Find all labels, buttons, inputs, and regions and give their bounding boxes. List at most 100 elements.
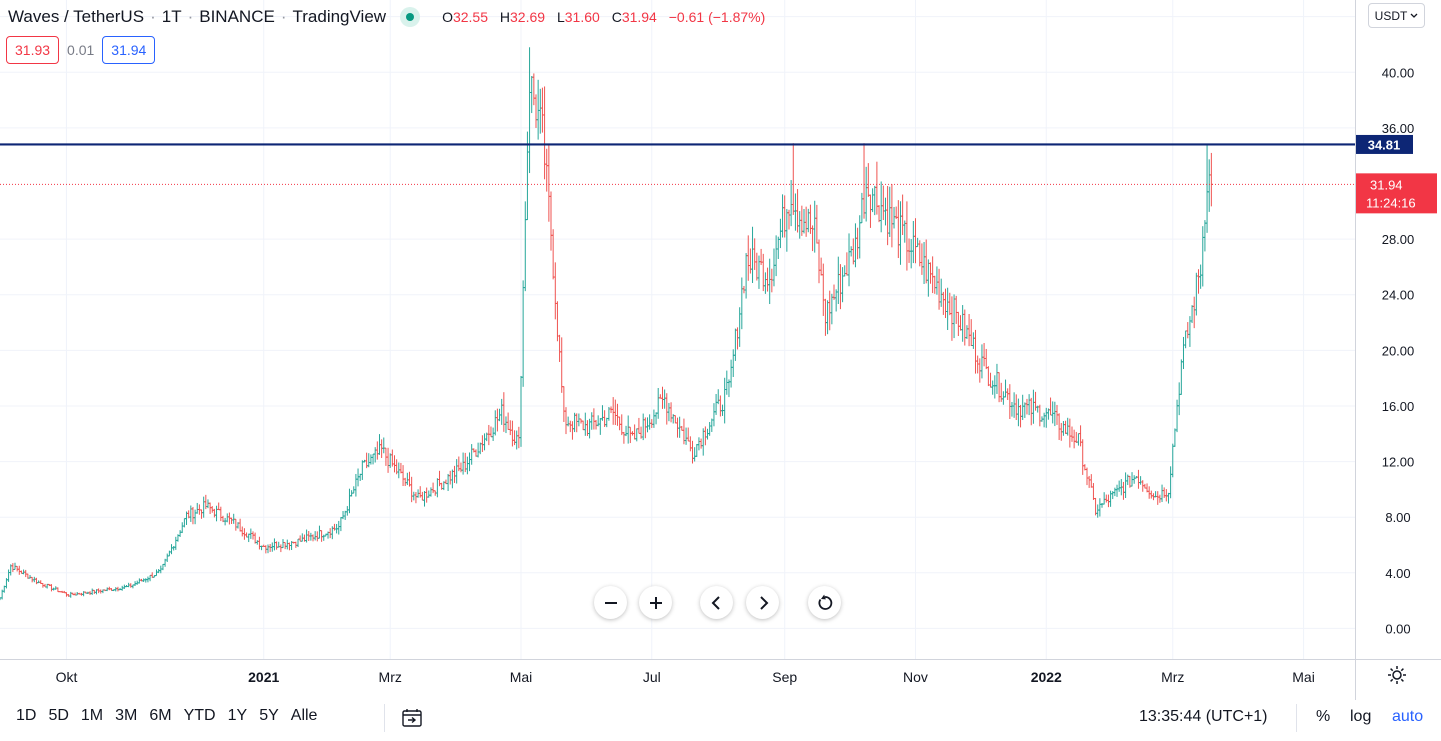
range-3m-button[interactable]: 3M bbox=[115, 707, 138, 724]
ohlc-bar bbox=[924, 239, 928, 284]
ohlc-bar bbox=[1203, 220, 1207, 252]
ohlc-bar bbox=[723, 377, 727, 424]
ohlc-bar bbox=[993, 375, 997, 399]
range-1d-button[interactable]: 1D bbox=[16, 707, 37, 724]
ohlc-bar bbox=[823, 298, 828, 336]
ohlc-bar bbox=[817, 239, 821, 284]
ohlc-bar bbox=[611, 397, 615, 425]
sell-button[interactable]: 31.93 bbox=[6, 36, 60, 64]
ohlc-bar bbox=[328, 528, 332, 539]
time-tick-label: Sep bbox=[772, 669, 797, 685]
ohlc-bar bbox=[435, 478, 439, 498]
price-tick-label: 16.00 bbox=[1382, 399, 1415, 414]
price-lines: 34.81 31.94 11:24:16 bbox=[0, 134, 1437, 214]
ohlc-bar bbox=[414, 492, 418, 504]
range-5y-button[interactable]: 5Y bbox=[259, 707, 279, 724]
date-range-icon bbox=[402, 709, 422, 727]
scroll-right-button[interactable] bbox=[746, 586, 779, 619]
ohlc-bar bbox=[360, 460, 364, 480]
market-status-icon[interactable] bbox=[400, 7, 421, 27]
ohlc-bar bbox=[937, 268, 941, 310]
ohlc-bar bbox=[296, 538, 300, 548]
ohlc-bar bbox=[455, 459, 459, 484]
go-to-date-button[interactable] bbox=[401, 708, 425, 733]
zoom-out-button[interactable] bbox=[594, 586, 627, 619]
ohlc-bar bbox=[963, 309, 967, 346]
ohlc-bar bbox=[804, 206, 808, 237]
ohlc-bar bbox=[1205, 144, 1209, 233]
ohlc-bar bbox=[980, 344, 984, 379]
ohlc-bar bbox=[1051, 401, 1055, 424]
zoom-in-button[interactable] bbox=[639, 586, 672, 619]
ohlc-bar bbox=[622, 431, 626, 444]
ohlc-bar bbox=[570, 421, 575, 440]
ohlc-bar bbox=[482, 433, 487, 451]
range-1y-button[interactable]: 1Y bbox=[227, 707, 248, 724]
range-all-button[interactable]: Alle bbox=[290, 707, 318, 724]
ohlc-bar bbox=[1196, 269, 1201, 294]
ohlc-bar bbox=[879, 181, 883, 233]
ohlc-bar bbox=[313, 531, 317, 541]
ohlc-bar bbox=[613, 399, 617, 426]
ohlc-bar bbox=[1173, 428, 1177, 447]
range-5d-button[interactable]: 5D bbox=[48, 707, 69, 724]
ohlc-bar bbox=[967, 313, 971, 347]
ohlc-bar bbox=[298, 535, 302, 542]
price-series bbox=[0, 47, 1213, 601]
ohlc-bar bbox=[650, 419, 654, 428]
zoom-in-icon bbox=[649, 596, 662, 609]
price-tick-label: 24.00 bbox=[1382, 288, 1415, 303]
interval-label[interactable]: 1T bbox=[161, 7, 182, 26]
ohlc-bar bbox=[34, 577, 39, 585]
ohlc-bar bbox=[1147, 486, 1151, 499]
chart-legend-header: Waves / TetherUS · 1T · BINANCE · Tradin… bbox=[8, 6, 773, 28]
percent-scale-toggle[interactable]: % bbox=[1316, 708, 1331, 725]
ohlc-bar bbox=[1016, 398, 1020, 427]
bar-countdown-label: 11:24:16 bbox=[1366, 195, 1416, 210]
ohlc-bar bbox=[926, 259, 930, 297]
ohlc-bar bbox=[1093, 497, 1098, 516]
ohlc-bar bbox=[791, 143, 795, 215]
ohlc-bar bbox=[1070, 426, 1074, 442]
ohlc-bar bbox=[933, 275, 937, 294]
symbol-name[interactable]: Waves / TetherUS bbox=[8, 7, 145, 26]
ohlc-bar bbox=[961, 305, 965, 342]
log-scale-toggle[interactable]: log bbox=[1350, 708, 1372, 725]
high-value: 32.69 bbox=[510, 9, 546, 25]
ohlc-bar bbox=[465, 456, 469, 475]
buy-button[interactable]: 31.94 bbox=[102, 36, 156, 64]
ohlc-bar bbox=[448, 470, 452, 485]
ohlc-bar bbox=[429, 487, 433, 497]
ohlc-bar bbox=[901, 194, 905, 236]
range-1m-button[interactable]: 1M bbox=[80, 707, 104, 724]
ohlc-bar bbox=[675, 417, 680, 438]
ohlc-bar bbox=[710, 418, 714, 432]
ohlc-bar bbox=[491, 427, 495, 441]
ohlc-bar bbox=[388, 453, 392, 468]
ohlc-bar bbox=[905, 201, 909, 271]
auto-scale-toggle[interactable]: auto bbox=[1392, 708, 1424, 725]
chart-settings-button[interactable] bbox=[1386, 664, 1408, 686]
reset-chart-button[interactable] bbox=[808, 586, 841, 619]
ohlc-bar bbox=[534, 94, 538, 128]
scroll-left-button[interactable] bbox=[700, 586, 733, 619]
ohlc-bar bbox=[116, 586, 120, 592]
ohlc-bar bbox=[935, 266, 939, 295]
ohlc-bar bbox=[965, 325, 969, 339]
ohlc-bar bbox=[144, 578, 148, 583]
range-ytd-button[interactable]: YTD bbox=[183, 707, 216, 724]
ohlc-bar bbox=[744, 253, 748, 299]
currency-selector[interactable]: USDT bbox=[1368, 3, 1425, 28]
price-tick-label: 36.00 bbox=[1382, 121, 1415, 136]
ohlc-bar bbox=[1139, 476, 1143, 485]
chevron-down-icon bbox=[1410, 11, 1418, 21]
range-6m-button[interactable]: 6M bbox=[149, 707, 172, 724]
timezone-clock[interactable]: 13:35:44 (UTC+1) bbox=[1139, 708, 1268, 725]
ohlc-bar bbox=[129, 583, 133, 588]
ohlc-bar bbox=[422, 491, 427, 507]
ohlc-bar bbox=[858, 215, 862, 259]
ohlc-bar bbox=[461, 452, 465, 475]
open-value: 32.55 bbox=[452, 9, 488, 25]
ohlc-bar bbox=[407, 471, 412, 487]
